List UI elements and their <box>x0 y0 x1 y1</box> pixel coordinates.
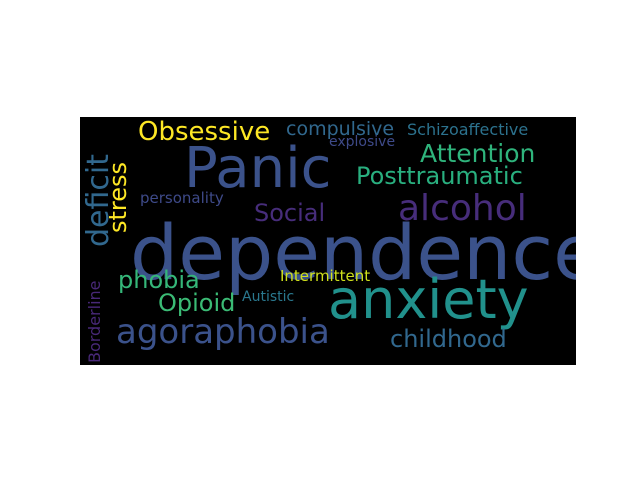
word-intermittent: Intermittent <box>280 267 371 285</box>
word-stress: stress <box>104 161 132 233</box>
word-childhood: childhood <box>390 325 507 353</box>
word-compulsive: compulsive <box>286 118 395 140</box>
word-dependence: dependence <box>130 208 576 297</box>
word-anxiety: anxiety <box>328 268 529 331</box>
word-alcohol: alcohol <box>398 188 527 229</box>
word-opioid: Opioid <box>158 289 236 317</box>
word-phobia: phobia <box>118 266 200 294</box>
word-schizoaffective: Schizoaffective <box>407 120 529 139</box>
word-panic: Panic <box>184 136 332 201</box>
word-cloud: dependence Panic anxiety agoraphobia alc… <box>80 117 576 365</box>
word-attention: Attention <box>420 139 536 168</box>
word-personality: personality <box>140 189 224 207</box>
word-autistic: Autistic <box>242 289 295 305</box>
word-posttraumatic: Posttraumatic <box>356 162 523 190</box>
word-obsessive: Obsessive <box>138 117 271 147</box>
word-social: Social <box>254 199 326 227</box>
word-explosive: explosive <box>329 134 396 150</box>
word-borderline: Borderline <box>85 280 104 363</box>
word-agoraphobia: agoraphobia <box>116 312 330 352</box>
